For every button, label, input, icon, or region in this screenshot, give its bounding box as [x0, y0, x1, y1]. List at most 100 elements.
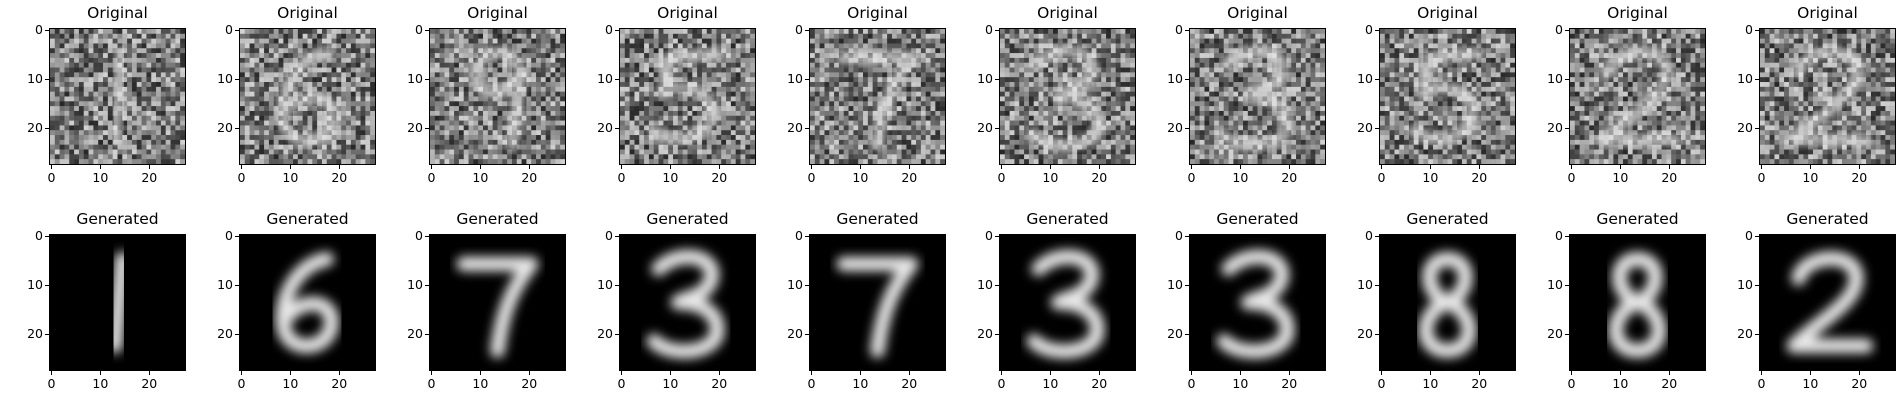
- x-tick-label: 0: [807, 170, 816, 185]
- y-tick-label: 10: [217, 71, 233, 87]
- x-tick-label: 0: [237, 376, 246, 391]
- y-tick-label: 20: [407, 120, 423, 136]
- x-tick-label: 10: [1802, 170, 1819, 185]
- panel-title: Generated: [456, 210, 539, 228]
- y-tick-label: 20: [1547, 120, 1563, 136]
- y-tick-label: 0: [415, 228, 423, 244]
- y-tick-label: 10: [407, 71, 423, 87]
- panel-title: Generated: [76, 210, 159, 228]
- y-tick-mark: [995, 236, 999, 238]
- y-tick-mark: [1185, 30, 1189, 32]
- y-tick-mark: [1565, 30, 1569, 32]
- x-tick-mark: [1001, 165, 1003, 169]
- generated-digit-image: [1569, 234, 1706, 371]
- y-tick-mark: [235, 236, 239, 238]
- y-tick-mark: [1375, 236, 1379, 238]
- y-tick-mark: [425, 30, 429, 32]
- generated-digit-image: [429, 234, 566, 371]
- y-tick-label: 10: [1737, 277, 1753, 293]
- digit-pixels: [810, 29, 945, 164]
- panel-title: Generated: [836, 210, 919, 228]
- generated-digit-image: [1189, 234, 1326, 371]
- y-tick-label: 20: [407, 326, 423, 342]
- original-digit-image: [429, 28, 566, 165]
- y-tick-mark: [1375, 285, 1379, 287]
- x-tick-mark: [1381, 165, 1383, 169]
- panel-title: Generated: [1596, 210, 1679, 228]
- generated-digit-image: [1379, 234, 1516, 371]
- x-tick-mark: [241, 165, 243, 169]
- x-tick-label: 0: [1187, 170, 1196, 185]
- y-tick-label: 10: [597, 71, 613, 87]
- x-tick-label: 10: [1232, 170, 1249, 185]
- y-tick-mark: [1565, 128, 1569, 130]
- x-tick-mark: [1859, 165, 1861, 169]
- y-tick-mark: [1185, 334, 1189, 336]
- y-tick-label: 20: [597, 120, 613, 136]
- digit-pixels: [240, 235, 375, 370]
- x-tick-label: 10: [852, 376, 869, 391]
- digit-pixels: [1000, 235, 1135, 370]
- x-tick-mark: [339, 165, 341, 169]
- x-tick-label: 10: [282, 376, 299, 391]
- x-tick-label: 20: [1661, 376, 1678, 391]
- x-tick-label: 0: [1187, 376, 1196, 391]
- y-tick-mark: [45, 334, 49, 336]
- x-tick-label: 20: [901, 376, 918, 391]
- y-tick-label: 10: [977, 277, 993, 293]
- y-tick-mark: [1755, 128, 1759, 130]
- x-tick-label: 10: [852, 170, 869, 185]
- panel-title: Original: [277, 4, 338, 22]
- x-tick-mark: [811, 371, 813, 375]
- y-tick-mark: [1755, 236, 1759, 238]
- original-digit-image: [239, 28, 376, 165]
- panel-title: Generated: [1216, 210, 1299, 228]
- y-tick-mark: [1565, 79, 1569, 81]
- x-tick-mark: [1479, 165, 1481, 169]
- x-tick-mark: [1810, 371, 1812, 375]
- y-tick-mark: [1755, 30, 1759, 32]
- y-tick-label: 0: [605, 22, 613, 38]
- x-tick-label: 20: [1091, 376, 1108, 391]
- x-tick-mark: [1620, 165, 1622, 169]
- y-tick-mark: [805, 236, 809, 238]
- y-tick-mark: [1375, 79, 1379, 81]
- x-tick-label: 10: [472, 170, 489, 185]
- digit-pixels: [1000, 29, 1135, 164]
- y-tick-label: 0: [1175, 228, 1183, 244]
- y-tick-label: 10: [27, 71, 43, 87]
- y-tick-mark: [995, 285, 999, 287]
- y-tick-label: 10: [977, 71, 993, 87]
- y-tick-mark: [425, 236, 429, 238]
- y-tick-mark: [1375, 30, 1379, 32]
- x-tick-mark: [719, 165, 721, 169]
- x-tick-label: 20: [1281, 170, 1298, 185]
- x-tick-label: 20: [1851, 170, 1868, 185]
- y-tick-label: 20: [217, 326, 233, 342]
- y-tick-label: 20: [1357, 120, 1373, 136]
- x-tick-label: 10: [1042, 170, 1059, 185]
- y-tick-mark: [235, 30, 239, 32]
- y-tick-mark: [1565, 334, 1569, 336]
- x-tick-mark: [860, 371, 862, 375]
- x-tick-mark: [290, 371, 292, 375]
- y-tick-label: 20: [217, 120, 233, 136]
- original-digit-image: [809, 28, 946, 165]
- x-tick-label: 10: [472, 376, 489, 391]
- digit-pixels: [1380, 235, 1515, 370]
- y-tick-mark: [45, 285, 49, 287]
- x-tick-label: 0: [807, 376, 816, 391]
- x-tick-mark: [51, 165, 53, 169]
- y-tick-label: 20: [597, 326, 613, 342]
- panel-title: Generated: [1026, 210, 1109, 228]
- panel-title: Generated: [1406, 210, 1489, 228]
- x-tick-mark: [1099, 165, 1101, 169]
- x-tick-mark: [480, 371, 482, 375]
- y-tick-mark: [615, 334, 619, 336]
- y-tick-mark: [235, 128, 239, 130]
- x-tick-mark: [1191, 371, 1193, 375]
- x-tick-mark: [811, 165, 813, 169]
- panel-title: Original: [1037, 4, 1098, 22]
- y-tick-mark: [615, 285, 619, 287]
- y-tick-label: 0: [795, 228, 803, 244]
